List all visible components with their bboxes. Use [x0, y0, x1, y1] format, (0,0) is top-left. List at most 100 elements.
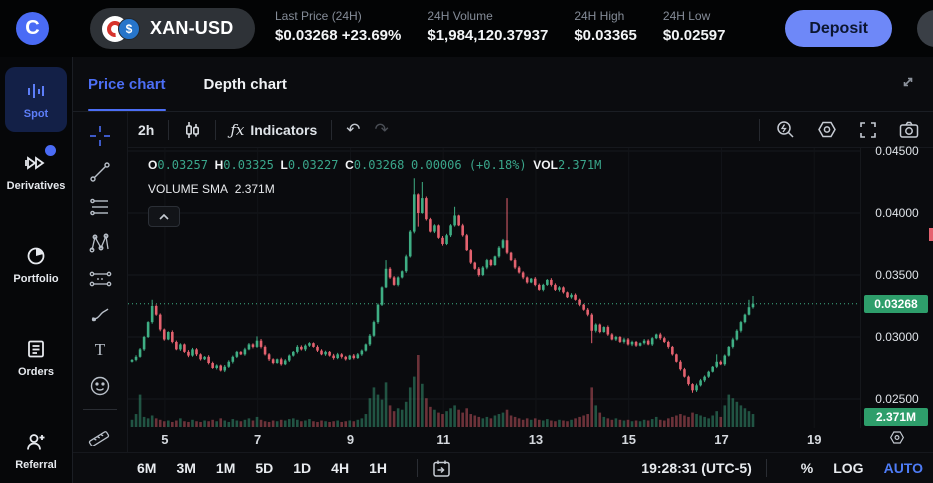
price-tick: 0.03000	[875, 329, 919, 344]
tab-price-chart[interactable]: Price chart	[88, 57, 166, 111]
spot-icon	[24, 79, 48, 103]
timeframe-1d[interactable]: 1D	[293, 460, 312, 476]
fib-retracement-tool[interactable]	[83, 189, 117, 225]
timeframe-3m[interactable]: 3M	[176, 460, 196, 476]
indicators-label: Indicators	[250, 121, 318, 138]
stat-label: Last Price (24H)	[275, 9, 362, 23]
pair-selector[interactable]: $ XAN-USD	[90, 8, 256, 49]
drawing-tools-sidebar: T	[73, 112, 128, 452]
stat-last-price: Last Price (24H) $0.03268 +23.69%	[275, 9, 401, 44]
percent-scale-button[interactable]: %	[800, 460, 814, 476]
session-clock[interactable]: 19:28:31 (UTC-5)	[641, 460, 752, 476]
auto-scale-button[interactable]: AUTO	[883, 460, 923, 476]
indicators-button[interactable]: ƒx Indicators	[230, 121, 317, 139]
price-tick: 0.04000	[875, 205, 919, 220]
deposit-button[interactable]: Deposit	[785, 10, 892, 47]
pair-label: XAN-USD	[150, 18, 234, 38]
sidebar-item-label: Referral	[15, 458, 57, 471]
candle-style-button[interactable]	[183, 120, 201, 140]
fullscreen-icon[interactable]	[859, 121, 877, 139]
last-price-badge: 0.03268	[864, 294, 928, 313]
emoji-tool[interactable]	[83, 368, 117, 404]
low-label: L	[280, 158, 288, 172]
time-tick: 19	[806, 432, 822, 447]
tools-divider	[83, 409, 117, 411]
open-label: O	[148, 158, 158, 172]
go-to-date-icon[interactable]	[432, 459, 451, 478]
stat-value: $0.03268 +23.69%	[275, 27, 402, 44]
time-tick: 15	[621, 432, 636, 447]
axis-settings-icon	[889, 430, 905, 450]
sidebar-item-portfolio[interactable]: Portfolio	[5, 232, 67, 297]
text-tool[interactable]: T	[94, 339, 106, 359]
price-tick: 0.04500	[875, 143, 919, 158]
open-value: 0.03257	[157, 158, 208, 172]
top-header: C $ XAN-USD Last Price (24H) $0.03268 +2…	[0, 0, 933, 57]
usd-coin-icon: $	[118, 17, 140, 40]
chart-toolbar: 2h ƒx Indicators ↶ ↷	[128, 112, 933, 148]
app-sidebar: Spot Derivatives Portfolio	[0, 57, 73, 483]
time-tick: 7	[254, 432, 262, 447]
measure-ruler-tool[interactable]	[83, 416, 117, 452]
interval-button[interactable]: 2h	[138, 121, 155, 138]
volume-sma-value: 2.371M	[234, 182, 275, 196]
sidebar-item-derivatives[interactable]: Derivatives	[5, 139, 67, 204]
portfolio-icon	[24, 244, 48, 268]
xabcd-pattern-tool[interactable]	[83, 225, 117, 261]
stat-low: 24H Low $0.02597	[663, 9, 726, 44]
expand-panel-icon[interactable]	[901, 75, 915, 94]
close-label: C	[345, 158, 354, 172]
cutoff-header-button[interactable]	[917, 10, 933, 47]
close-value: 0.03268	[353, 158, 405, 172]
timeframe-6m[interactable]: 6M	[137, 460, 157, 476]
log-scale-button[interactable]: LOG	[833, 460, 864, 476]
timeframe-4h[interactable]: 4H	[331, 460, 350, 476]
sidebar-item-label: Orders	[17, 366, 55, 378]
sidebar-item-referral[interactable]: Referral	[5, 418, 67, 483]
time-tick: 5	[161, 432, 169, 447]
stat-volume: 24H Volume $1,984,120.37937	[427, 9, 548, 44]
bottom-bar-divider	[416, 459, 418, 477]
fx-icon: ƒx	[230, 120, 245, 139]
sidebar-item-orders[interactable]: Orders	[5, 325, 67, 390]
trend-line-tool[interactable]	[83, 154, 117, 190]
timeframe-1h[interactable]: 1H	[369, 460, 387, 476]
coinbase-logo-icon[interactable]: C	[16, 12, 49, 45]
timeframe-1m[interactable]: 1M	[215, 460, 236, 476]
time-tick: 13	[528, 432, 544, 447]
stat-label: 24H Volume	[427, 9, 493, 23]
long-position-tool[interactable]	[83, 261, 117, 297]
referral-icon	[24, 430, 48, 454]
volume-sma-label: VOLUME SMA	[148, 182, 229, 196]
axis-settings-corner[interactable]	[860, 428, 933, 452]
tab-depth-chart[interactable]: Depth chart	[203, 75, 287, 93]
chart-settings-icon[interactable]	[817, 120, 837, 139]
quick-search-icon[interactable]	[776, 120, 795, 139]
redo-icon[interactable]: ↷	[374, 119, 389, 139]
screenshot-camera-icon[interactable]	[899, 121, 919, 139]
price-axis[interactable]: 0.04500 0.04000 0.03500 0.03000 0.02500 0.032…	[860, 144, 933, 428]
stat-high: 24H High $0.03365	[574, 9, 637, 44]
legend-collapse-button[interactable]	[148, 206, 180, 227]
volume-label: VOL	[533, 158, 558, 172]
time-tick: 9	[346, 432, 355, 447]
chart-tabbar: Price chart Depth chart	[73, 57, 933, 112]
stat-value: $1,984,120.37937	[427, 27, 549, 44]
timeframe-5d[interactable]: 5D	[255, 460, 274, 476]
toolbar-left-group: 2h ƒx Indicators ↶ ↷	[128, 119, 389, 140]
change-value: 0.00006 (+0.18%)	[411, 158, 527, 172]
bottom-bar-divider	[765, 459, 767, 477]
sidebar-item-label: Portfolio	[13, 273, 59, 286]
sidebar-item-label: Derivatives	[6, 180, 66, 193]
brush-tool[interactable]	[83, 296, 117, 332]
high-value: 0.03325	[223, 158, 274, 172]
market-stats: Last Price (24H) $0.03268 +23.69% 24H Vo…	[275, 9, 725, 44]
orders-icon	[24, 337, 48, 361]
undo-icon[interactable]: ↶	[346, 119, 361, 139]
time-axis[interactable]: 5 7 9 11 13 15 17 19	[128, 428, 860, 452]
crosshair-tool[interactable]	[83, 118, 117, 154]
sidebar-item-spot[interactable]: Spot	[5, 67, 67, 133]
bottom-bar-right: 19:28:31 (UTC-5) % LOG AUTO	[641, 459, 933, 477]
candlestick-chart[interactable]: O0.03257 H0.03325 L0.03227 C0.03268 0.00…	[128, 148, 860, 428]
sidebar-item-label: Spot	[23, 108, 49, 121]
